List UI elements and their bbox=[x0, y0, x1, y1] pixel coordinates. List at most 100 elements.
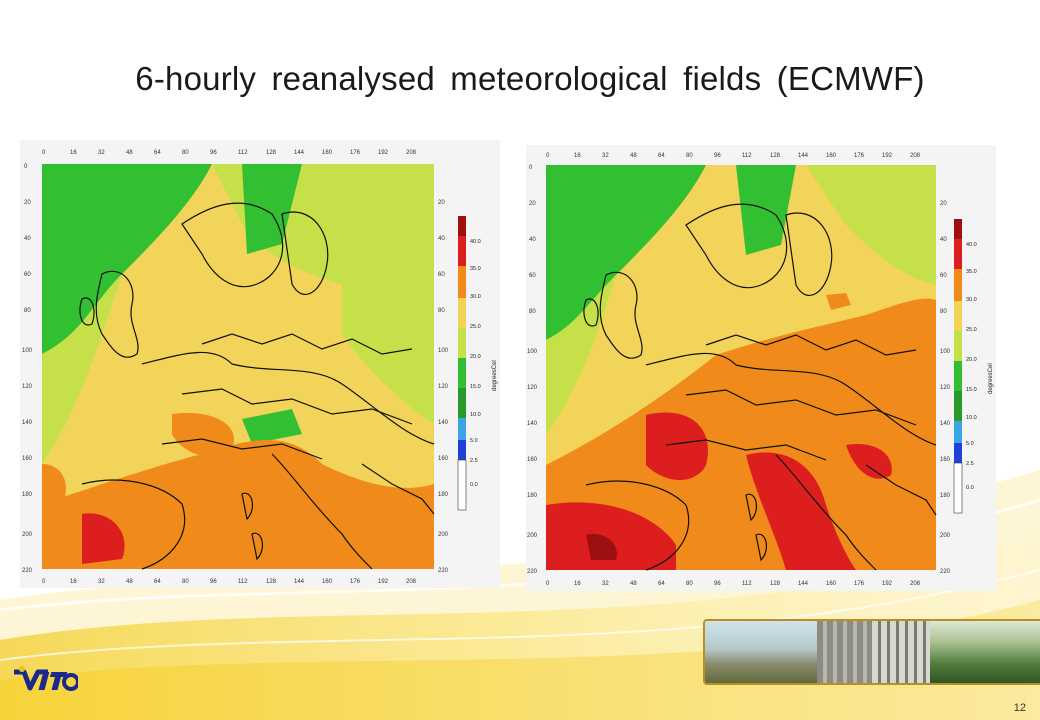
right-temperature-map: 0 16 32 48 64 80 96 112 128 144 160 176 192 208… bbox=[526, 145, 996, 591]
svg-text:144: 144 bbox=[798, 581, 809, 587]
svg-text:48: 48 bbox=[126, 579, 133, 585]
svg-text:96: 96 bbox=[210, 579, 217, 585]
svg-text:160: 160 bbox=[322, 579, 333, 585]
svg-text:120: 120 bbox=[22, 384, 33, 390]
svg-text:5.0: 5.0 bbox=[966, 441, 974, 447]
svg-text:64: 64 bbox=[154, 150, 161, 156]
svg-text:20: 20 bbox=[529, 201, 536, 207]
svg-text:100: 100 bbox=[940, 349, 951, 355]
right-map-y-axis: 0 20 40 60 80 100 120 140 160 180 200 220 20 40… bbox=[527, 165, 951, 575]
svg-text:140: 140 bbox=[940, 421, 951, 427]
svg-text:16: 16 bbox=[574, 153, 581, 159]
svg-text:0: 0 bbox=[529, 165, 533, 171]
svg-text:128: 128 bbox=[770, 153, 781, 159]
svg-text:208: 208 bbox=[406, 579, 417, 585]
svg-text:48: 48 bbox=[630, 153, 637, 159]
svg-text:192: 192 bbox=[378, 150, 389, 156]
svg-text:160: 160 bbox=[527, 457, 538, 463]
svg-text:60: 60 bbox=[529, 273, 536, 279]
svg-text:20.0: 20.0 bbox=[966, 357, 977, 363]
svg-text:10.0: 10.0 bbox=[966, 415, 977, 421]
svg-text:128: 128 bbox=[770, 581, 781, 587]
svg-text:35.0: 35.0 bbox=[470, 266, 481, 272]
svg-text:176: 176 bbox=[350, 150, 361, 156]
svg-text:192: 192 bbox=[378, 579, 389, 585]
vito-logo bbox=[14, 666, 78, 691]
svg-text:64: 64 bbox=[154, 579, 161, 585]
svg-text:120: 120 bbox=[438, 384, 449, 390]
svg-text:80: 80 bbox=[686, 153, 693, 159]
right-map-colorbar: 40.0 35.0 30.0 25.0 20.0 15.0 10.0 5.0 2… bbox=[953, 219, 994, 514]
svg-text:160: 160 bbox=[322, 150, 333, 156]
svg-text:16: 16 bbox=[574, 581, 581, 587]
svg-text:15.0: 15.0 bbox=[470, 384, 481, 390]
svg-text:30.0: 30.0 bbox=[966, 297, 977, 303]
svg-text:160: 160 bbox=[438, 456, 449, 462]
right-map-x-axis-top: 0 16 32 48 64 80 96 112 128 144 160 176 192 208 bbox=[546, 153, 921, 159]
photo-strip bbox=[703, 619, 1040, 685]
svg-text:48: 48 bbox=[126, 150, 133, 156]
svg-text:0: 0 bbox=[24, 164, 28, 170]
svg-text:2.5: 2.5 bbox=[470, 458, 478, 464]
svg-text:25.0: 25.0 bbox=[470, 324, 481, 330]
svg-text:32: 32 bbox=[98, 579, 105, 585]
svg-text:128: 128 bbox=[266, 150, 277, 156]
svg-text:160: 160 bbox=[940, 457, 951, 463]
svg-text:0.0: 0.0 bbox=[966, 485, 974, 491]
svg-text:220: 220 bbox=[527, 569, 538, 575]
svg-text:40.0: 40.0 bbox=[966, 242, 977, 248]
left-map-y-axis: 0 20 40 60 80 100 120 140 160 180 200 220 20 40… bbox=[22, 164, 449, 574]
svg-text:20: 20 bbox=[438, 200, 445, 206]
left-map-x-axis-bottom: 0 16 32 48 64 80 96 112 128 144 160 176 192 208 bbox=[42, 579, 417, 585]
svg-text:192: 192 bbox=[882, 581, 893, 587]
svg-text:120: 120 bbox=[940, 385, 951, 391]
svg-text:32: 32 bbox=[602, 581, 609, 587]
building-photo bbox=[817, 621, 872, 683]
svg-text:16: 16 bbox=[70, 579, 77, 585]
svg-text:208: 208 bbox=[406, 150, 417, 156]
svg-text:0: 0 bbox=[546, 153, 550, 159]
svg-text:200: 200 bbox=[22, 532, 33, 538]
svg-text:32: 32 bbox=[602, 153, 609, 159]
svg-text:180: 180 bbox=[438, 492, 449, 498]
svg-text:112: 112 bbox=[742, 153, 752, 159]
left-temperature-map: 0 16 32 48 64 80 96 112 128 144 160 176 192 208… bbox=[20, 140, 500, 588]
svg-text:96: 96 bbox=[210, 150, 217, 156]
svg-text:40: 40 bbox=[438, 236, 445, 242]
svg-text:200: 200 bbox=[527, 533, 538, 539]
svg-text:100: 100 bbox=[438, 348, 449, 354]
svg-text:112: 112 bbox=[742, 581, 752, 587]
svg-text:35.0: 35.0 bbox=[966, 269, 977, 275]
svg-text:180: 180 bbox=[527, 493, 538, 499]
left-map-x-axis-top: 0 16 32 48 64 80 96 112 128 144 160 176 192 208 bbox=[42, 150, 417, 156]
svg-text:120: 120 bbox=[527, 385, 538, 391]
svg-text:100: 100 bbox=[22, 348, 33, 354]
svg-text:208: 208 bbox=[910, 153, 921, 159]
svg-text:220: 220 bbox=[438, 568, 449, 574]
forest-photo bbox=[930, 621, 1040, 683]
svg-text:176: 176 bbox=[854, 153, 865, 159]
svg-text:80: 80 bbox=[686, 581, 693, 587]
svg-text:0: 0 bbox=[42, 150, 46, 156]
svg-text:200: 200 bbox=[940, 533, 951, 539]
svg-text:degreesCel: degreesCel bbox=[492, 360, 498, 391]
svg-text:40: 40 bbox=[940, 237, 947, 243]
svg-text:64: 64 bbox=[658, 153, 665, 159]
svg-text:112: 112 bbox=[238, 579, 248, 585]
right-map-panel: 0 16 32 48 64 80 96 112 128 144 160 176 192 208… bbox=[526, 145, 996, 591]
svg-text:16: 16 bbox=[70, 150, 77, 156]
svg-text:220: 220 bbox=[22, 568, 33, 574]
svg-text:140: 140 bbox=[527, 421, 538, 427]
svg-text:80: 80 bbox=[529, 309, 536, 315]
svg-text:20: 20 bbox=[940, 201, 947, 207]
svg-text:48: 48 bbox=[630, 581, 637, 587]
svg-text:140: 140 bbox=[22, 420, 33, 426]
svg-text:144: 144 bbox=[294, 579, 305, 585]
svg-text:2.5: 2.5 bbox=[966, 461, 974, 467]
svg-text:60: 60 bbox=[940, 273, 947, 279]
svg-text:176: 176 bbox=[350, 579, 361, 585]
svg-text:176: 176 bbox=[854, 581, 865, 587]
slide-title: 6-hourly reanalysed meteorological field… bbox=[135, 60, 925, 97]
svg-text:40: 40 bbox=[529, 237, 536, 243]
svg-text:80: 80 bbox=[24, 308, 31, 314]
